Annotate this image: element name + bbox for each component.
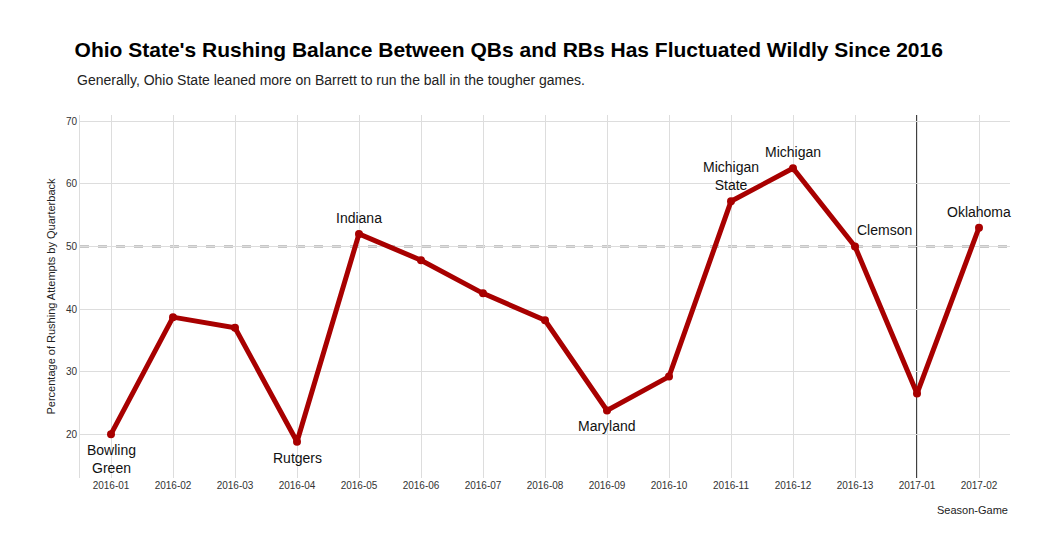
svg-text:Indiana: Indiana	[336, 210, 382, 226]
svg-text:Michigan: Michigan	[765, 144, 821, 160]
svg-text:2016-03: 2016-03	[217, 480, 254, 491]
svg-text:Rutgers: Rutgers	[273, 450, 322, 466]
svg-text:Maryland: Maryland	[578, 418, 636, 434]
svg-text:Oklahoma: Oklahoma	[947, 204, 1011, 220]
svg-text:BowlingGreen: BowlingGreen	[87, 442, 136, 476]
svg-text:Clemson: Clemson	[857, 222, 912, 238]
svg-text:20: 20	[66, 429, 78, 440]
svg-text:Season-Game: Season-Game	[937, 504, 1008, 516]
svg-text:MichiganState: MichiganState	[703, 159, 759, 193]
svg-text:Percentage of Rushing Attempts: Percentage of Rushing Attempts by Quarte…	[45, 178, 57, 415]
svg-text:2016-10: 2016-10	[651, 480, 688, 491]
svg-text:2016-02: 2016-02	[155, 480, 192, 491]
svg-text:40: 40	[66, 304, 78, 315]
svg-text:Ohio State's Rushing Balance B: Ohio State's Rushing Balance Between QBs…	[75, 38, 943, 61]
svg-text:2016-13: 2016-13	[837, 480, 874, 491]
svg-text:2016-01: 2016-01	[93, 480, 130, 491]
svg-text:2016-09: 2016-09	[589, 480, 626, 491]
svg-text:50: 50	[66, 241, 78, 252]
svg-text:30: 30	[66, 366, 78, 377]
svg-text:2016-11: 2016-11	[713, 480, 749, 491]
svg-text:2017-02: 2017-02	[961, 480, 998, 491]
svg-text:2016-08: 2016-08	[527, 480, 564, 491]
svg-text:60: 60	[66, 178, 78, 189]
svg-text:2017-01: 2017-01	[899, 480, 936, 491]
svg-text:2016-06: 2016-06	[403, 480, 440, 491]
svg-text:2016-07: 2016-07	[465, 480, 502, 491]
svg-text:2016-12: 2016-12	[775, 480, 812, 491]
svg-text:2016-04: 2016-04	[279, 480, 316, 491]
svg-text:Generally, Ohio State leaned m: Generally, Ohio State leaned more on Bar…	[77, 72, 585, 88]
svg-text:2016-05: 2016-05	[341, 480, 378, 491]
svg-text:70: 70	[66, 116, 78, 127]
